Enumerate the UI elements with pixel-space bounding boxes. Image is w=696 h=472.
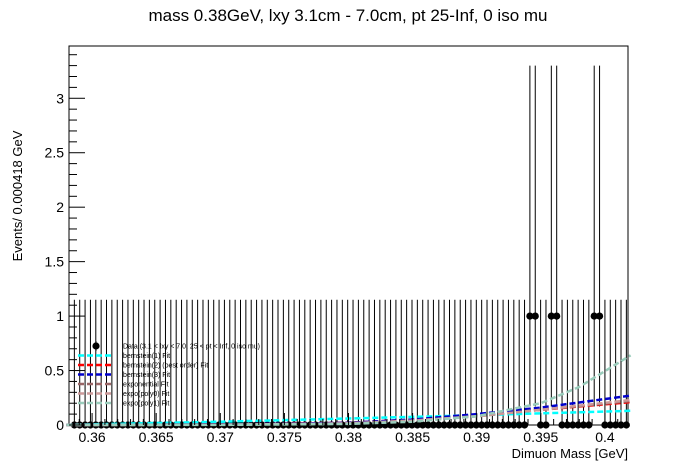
legend-label: bernstein(3) Fit [123,372,170,379]
data-point [595,312,604,320]
data-point [483,421,491,429]
data-point [526,312,534,320]
x-tick-label: 0.36 [78,429,105,445]
data-point [569,421,577,429]
data-point [451,421,459,429]
data-point [413,421,421,429]
x-tick-label: 0.39 [463,429,490,445]
y-tick-label: 0 [56,417,64,433]
data-point [419,421,427,429]
data-point [488,421,496,429]
y-tick-label: 0.5 [45,363,65,379]
x-axis-title: Dimuon Mass [GeV] [512,446,628,461]
x-tick-label: 0.395 [523,429,558,445]
data-point [215,421,223,429]
data-point [440,421,448,429]
data-point [542,421,550,429]
data-point [515,421,523,429]
data-point [504,421,513,429]
x-tick-label: 0.37 [207,429,234,445]
data-point [590,312,598,320]
y-tick-label: 2.5 [45,145,65,161]
legend-label: bernstein(1) Fit [123,353,170,360]
data-point [499,421,507,429]
y-tick-label: 2 [56,199,64,215]
data-point [408,421,416,429]
legend: Data (3.1 < lxy < 7.0, 25 < pt < Inf, 0 … [78,341,260,408]
x-tick-label: 0.385 [395,429,430,445]
data-point [558,421,566,429]
chart-title: mass 0.38GeV, lxy 3.1cm - 7.0cm, pt 25-I… [148,6,548,25]
y-tick-label: 1.5 [45,254,65,270]
legend-label: exponential Fit [123,382,169,389]
y-axis-title: Events/ 0.000418 GeV [10,130,25,261]
data-point [494,421,502,429]
data-point [574,421,582,429]
x-tick-label: 0.38 [335,429,362,445]
data-point [478,421,486,429]
y-tick-label: 1 [56,308,64,324]
data-point [622,421,630,429]
data-point [547,312,555,320]
x-tick-label: 0.375 [267,429,302,445]
data-point [531,312,539,320]
x-tick-label: 0.365 [139,429,174,445]
data-point [520,421,529,429]
y-tick-label: 3 [56,90,64,106]
x-tick-label: 0.4 [595,429,615,445]
data-point [467,421,475,429]
data-point [456,421,464,429]
data-point [424,421,432,429]
legend-label: expo(poly1) Fit [123,401,169,408]
axes-layer: 0.36 0.365 0.37 0.375 0.38 0.385 0.39 0.395 0.4 0… [45,54,619,445]
data-point [617,421,625,429]
legend-label: Data (3.1 < lxy < 7.0, 25 < pt < Inf, 0 … [123,344,260,351]
data-point [429,421,438,429]
fit-curve [66,354,632,427]
data-point [606,421,614,429]
data-point [563,421,572,429]
data-point [435,421,443,429]
data-point [579,421,588,429]
data-point [553,312,561,320]
legend-label: bernstein(2) (best order) Fit [123,363,208,370]
legend-label: expo(poly0) Fit [123,391,169,398]
data-point [585,421,593,429]
